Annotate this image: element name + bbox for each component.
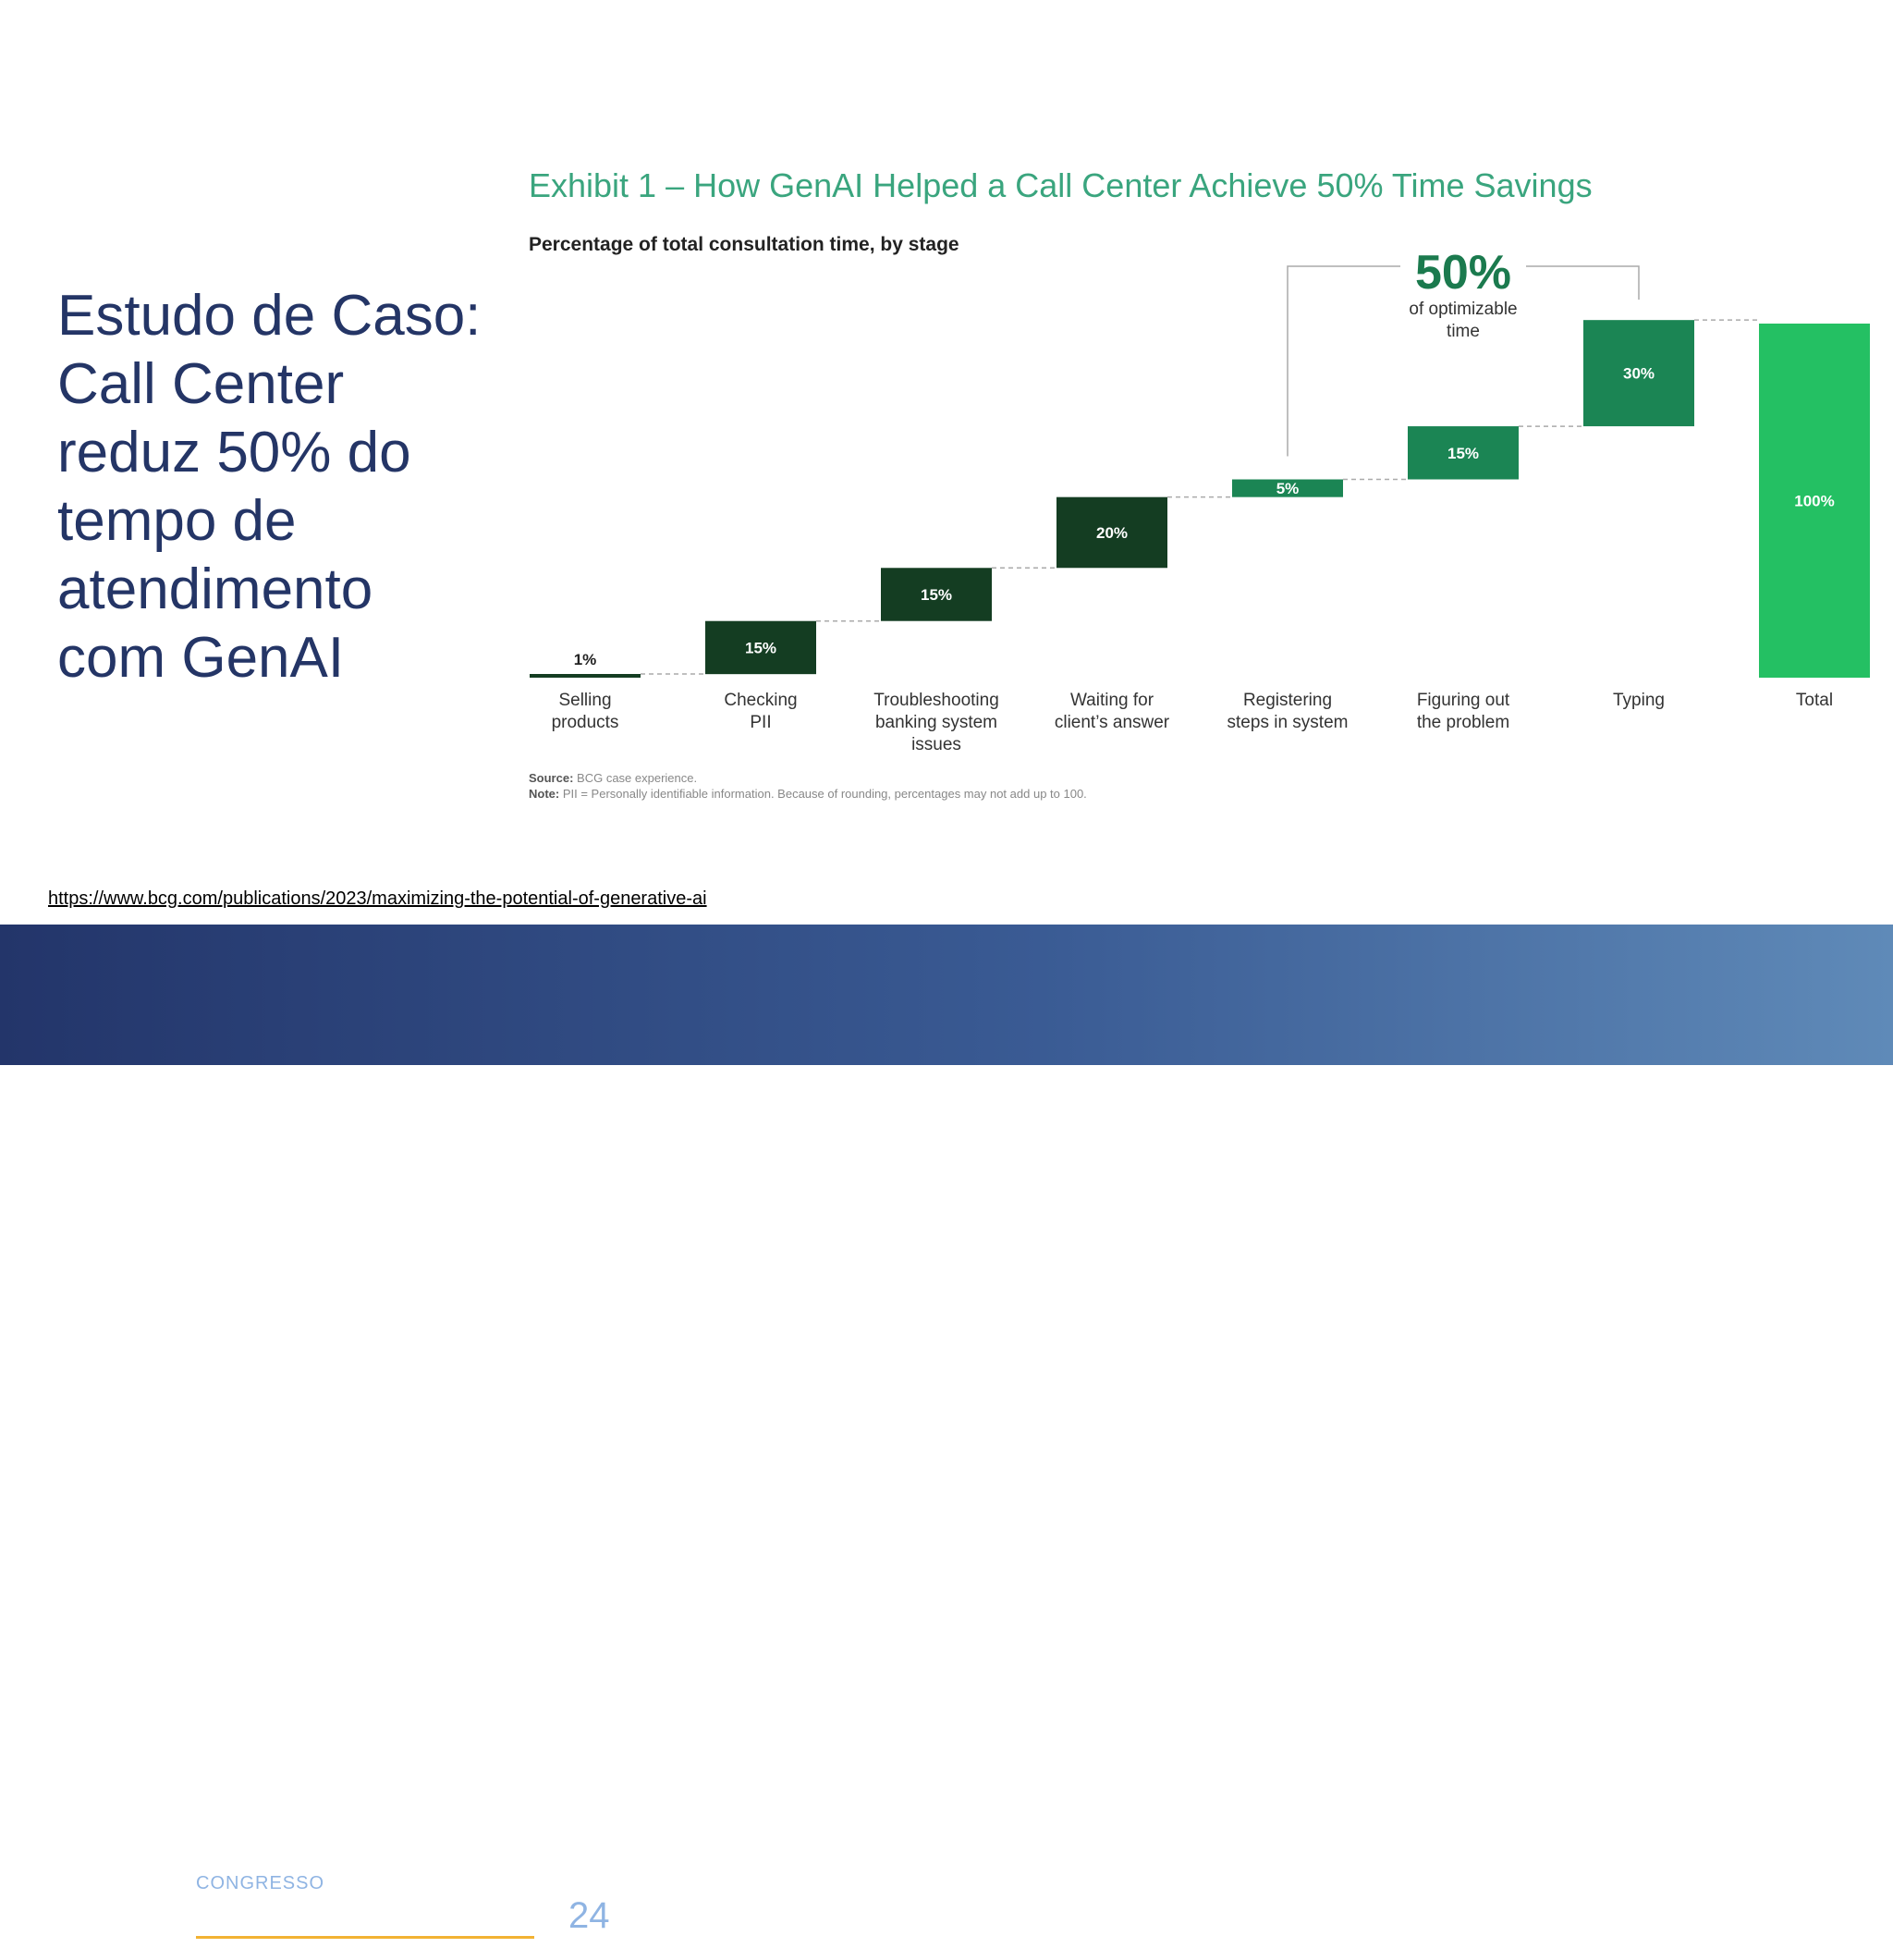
waterfall-chart: 1% Selling products 15% Checking PII 15% Troubl… <box>530 250 1870 754</box>
chart-note: Note: PII = Personally identifiable info… <box>529 787 1087 801</box>
bracket-label: of optimizable time <box>1409 300 1517 341</box>
chart-subtitle: Percentage of total consultation time, b… <box>529 234 959 255</box>
category-label-0: Selling products <box>552 691 619 732</box>
bracket-value: 50% <box>1415 250 1511 300</box>
bracket-left <box>1287 265 1400 457</box>
category-label-4: Registering steps in system <box>1227 691 1349 732</box>
source-label: Source: <box>529 771 574 785</box>
bar-7 <box>1759 324 1870 678</box>
category-label-2: Troubleshooting banking system issues <box>873 691 999 754</box>
footer-banner: CONGRESSO INDÚSTRIA DIGITAL 24 ecbr Leo … <box>0 925 1893 1959</box>
event-name: INDÚSTRIA DIGITAL <box>194 1893 534 1934</box>
note-label: Note: <box>529 787 560 801</box>
chart-source: Source: BCG case experience. <box>529 771 697 785</box>
category-label-3: Waiting for client’s answer <box>1055 691 1170 732</box>
slide-title: Estudo de Caso: Call Center reduz 50% do… <box>57 284 482 690</box>
event-prefix: CONGRESSO <box>196 1873 325 1893</box>
data-label-2: 15% <box>921 586 952 604</box>
event-year: 24 <box>568 1895 610 1936</box>
data-label-1: 15% <box>745 639 776 656</box>
bar-2 <box>881 568 992 621</box>
bar-3 <box>1056 496 1167 569</box>
bar-4 <box>1232 479 1343 497</box>
data-label-3: 20% <box>1096 524 1128 542</box>
bar-1 <box>705 620 816 675</box>
data-label-7: 100% <box>1794 493 1834 510</box>
bar-5 <box>1408 426 1519 480</box>
category-label-7: Total <box>1796 691 1833 710</box>
category-label-6: Typing <box>1613 691 1665 710</box>
data-label-6: 30% <box>1623 365 1655 383</box>
category-label-1: Checking PII <box>724 691 797 732</box>
logo-underline <box>196 1936 534 1939</box>
note-text: PII = Personally identifiable informatio… <box>562 787 1087 801</box>
source-text: BCG case experience. <box>577 771 698 785</box>
data-label-4: 5% <box>1276 480 1300 497</box>
bar-6 <box>1583 320 1694 427</box>
source-link[interactable]: https://www.bcg.com/publications/2023/ma… <box>48 888 707 909</box>
data-label-5: 15% <box>1447 445 1479 462</box>
event-brand: ecbr <box>570 1939 610 1959</box>
bar-0 <box>530 674 641 678</box>
bracket-right <box>1526 265 1640 300</box>
chart-title: Exhibit 1 – How GenAI Helped a Call Cent… <box>529 166 1593 204</box>
presenter-name: Leo Naressi - DP6 <box>1307 1902 1606 1941</box>
category-label-5: Figuring out the problem <box>1417 691 1510 732</box>
data-label-0: 1% <box>574 651 597 668</box>
